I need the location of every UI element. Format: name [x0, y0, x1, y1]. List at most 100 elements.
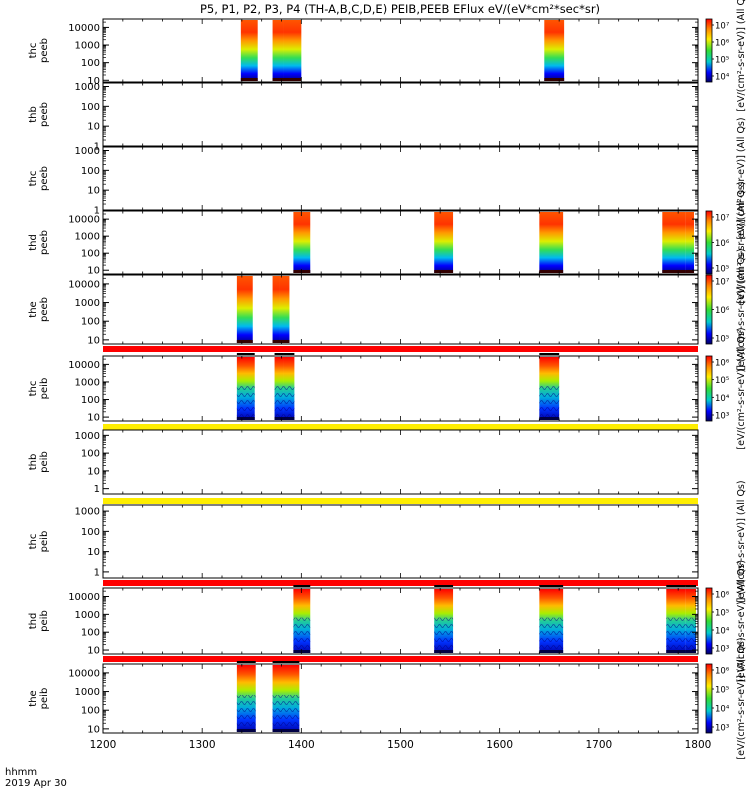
panel-2: 1 10 100 1000 thbpeeb	[28, 82, 699, 153]
data-block	[272, 20, 284, 81]
panel-ylabel-line1: thb	[28, 106, 39, 123]
panel-ylabel: thepeeb	[28, 297, 50, 322]
data-block-base	[539, 650, 564, 653]
y-tick-label: 10	[87, 646, 100, 657]
data-block	[283, 20, 302, 81]
y-tick-label: 1	[94, 142, 100, 153]
colorbar-tick-label: 10⁴	[715, 73, 730, 83]
y-tick-label: 100	[81, 527, 100, 538]
panel-ylabel-line2: peeb	[39, 102, 50, 127]
data-block-base	[236, 729, 256, 732]
y-tick-label: 100	[81, 317, 100, 328]
data-block-base	[283, 417, 295, 420]
y-tick-label: 1	[94, 567, 100, 578]
panel-ylabel: thbpeeb	[28, 102, 50, 127]
data-block-base	[685, 270, 695, 273]
panel-ylabel-line1: thc	[28, 381, 39, 397]
y-tick-label: 1000	[75, 298, 100, 309]
y-tick-label: 1000	[75, 41, 100, 52]
panel-6: 10 100 1000 10000 thcpeib 10³ 10⁴ 10⁵ 10⁶ [eV/(cm…	[28, 327, 747, 449]
colorbar-label: [eV/(cm²-s-sr-eV)] (All Qs)	[736, 181, 747, 303]
colorbar-label: [eV/(cm²-s-sr-eV)] (All Qs)	[736, 327, 747, 449]
x-tick-label: 1300	[189, 739, 216, 751]
colorbar-tick-label: 10⁴	[715, 705, 730, 715]
colorbar-tick-label: 10⁵	[715, 335, 729, 345]
y-tick-label: 10000	[68, 360, 100, 371]
panel-frame	[102, 663, 699, 734]
y-tick-label: 1000	[75, 610, 100, 621]
data-block-base	[272, 729, 282, 732]
y-tick-label: 10	[87, 266, 100, 277]
data-block-texture	[236, 385, 255, 420]
panel-frame	[102, 587, 699, 655]
y-tick-label: 100	[81, 102, 100, 113]
panel-ylabel-line2: peib	[39, 451, 50, 473]
x-tick-label: 1200	[90, 739, 117, 751]
panel-9: 10 100 1000 10000 thdpeib 10³ 10⁴ 10⁵ 10⁶ [eV/(cm…	[28, 560, 747, 682]
data-block	[685, 212, 695, 273]
x-tick-label: 1800	[685, 739, 712, 751]
data-block-base	[274, 417, 284, 420]
status-bar	[103, 656, 698, 662]
y-tick-label: 100	[81, 58, 100, 69]
status-bar	[103, 346, 698, 352]
data-block-texture	[293, 617, 311, 653]
data-block-cap	[281, 661, 300, 663]
colorbar-tick-label: 10⁵	[715, 686, 729, 696]
panel-ylabel-line2: peeb	[39, 166, 50, 191]
panel-ylabel: thbpeib	[28, 451, 50, 473]
panel-ylabel-line2: peeb	[39, 38, 50, 63]
data-block-texture	[236, 695, 256, 732]
data-block-cap	[236, 661, 256, 663]
colorbar-tick-label: 10⁶	[715, 39, 730, 49]
colorbar-label: [eV/(cm²-s-sr-eV)] (All Qs)	[736, 0, 747, 112]
colorbar-tick-label: 10⁶	[715, 591, 730, 601]
data-block-base	[283, 78, 302, 81]
data-block	[236, 276, 253, 343]
x-tick-label: 1700	[585, 739, 612, 751]
y-tick-label: 10	[87, 122, 100, 133]
chart-title: P5, P1, P2, P3, P4 (TH-A,B,C,D,E) PEIB,P…	[200, 2, 600, 16]
colorbar-label: [eV/(cm²-s-sr-eV)] (All Qs)	[736, 637, 747, 759]
x-tick-label: 1500	[387, 739, 414, 751]
colorbar-tick-label: 10³	[715, 412, 729, 422]
y-tick-label: 10000	[68, 23, 100, 34]
y-tick-label: 10	[87, 186, 100, 197]
data-block-base	[293, 650, 311, 653]
data-block	[293, 212, 311, 273]
colorbar-label: [eV/(cm²-s-sr-eV)] (All Qs)	[736, 117, 747, 239]
y-tick-label: 100	[81, 706, 100, 717]
data-block-cap	[539, 585, 564, 587]
data-block	[434, 212, 454, 273]
data-block	[272, 276, 280, 343]
colorbar	[705, 210, 713, 275]
data-block-base	[662, 270, 686, 273]
y-tick-label: 1	[94, 206, 100, 217]
x-tick-label: 1600	[486, 739, 513, 751]
colorbar	[705, 18, 713, 83]
data-block-texture	[539, 385, 560, 420]
data-block	[544, 20, 565, 81]
panel-ylabel: thdpeib	[28, 610, 50, 632]
panel-ylabel: thcpeib	[28, 531, 50, 553]
panel-4: 10 100 1000 10000 thdpeeb 10⁵ 10⁶ 10⁷ [eV/(cm²-s…	[28, 181, 747, 303]
panel-ylabel-line2: peib	[39, 610, 50, 632]
colorbar-tick-label: 10⁷	[715, 214, 730, 224]
y-tick-label: 1	[94, 484, 100, 495]
data-block-texture	[274, 385, 284, 420]
status-bar	[103, 424, 698, 430]
data-block-texture	[283, 385, 295, 420]
panel-frame	[102, 355, 699, 422]
y-tick-label: 100	[81, 249, 100, 260]
data-block-cap	[666, 585, 686, 587]
panel-ylabel-line1: thc	[28, 43, 39, 59]
panel-frame	[102, 504, 699, 579]
data-block	[662, 212, 686, 273]
panel-3: 1 10 100 1000 thcpeeb [eV/(cm²-s-sr-eV)] (All…	[28, 117, 747, 239]
status-bar	[103, 498, 698, 504]
x-label-hhmm: hhmm	[5, 767, 37, 778]
data-block	[240, 20, 258, 81]
data-block-cap	[283, 353, 295, 355]
panel-ylabel: thcpeib	[28, 378, 50, 400]
colorbar-tick-label: 10⁶	[715, 667, 730, 677]
